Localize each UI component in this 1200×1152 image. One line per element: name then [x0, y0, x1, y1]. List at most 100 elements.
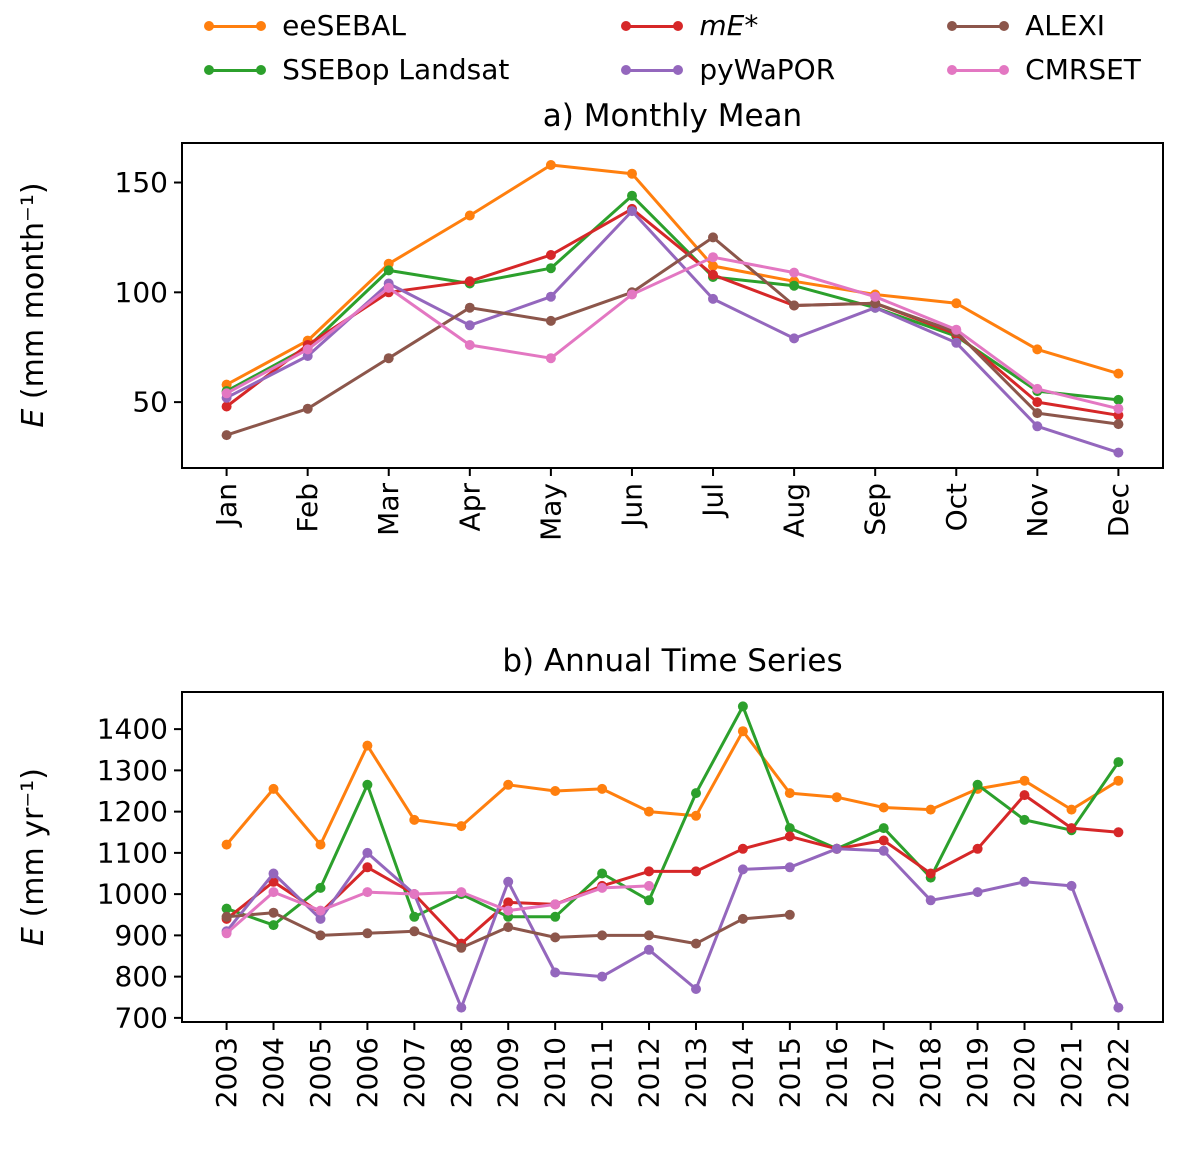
series-marker-pywapor	[545, 291, 556, 302]
series-marker-ssebop-landsat	[545, 263, 556, 274]
series-marker-alexi	[784, 909, 795, 920]
series-marker-me-	[708, 269, 718, 280]
x-tick-label: 2013	[679, 1037, 712, 1108]
series-marker-cmrset	[221, 928, 232, 939]
y-tick-label: 700	[115, 1001, 168, 1034]
series-marker-pywapor	[1032, 421, 1043, 432]
axes-frame	[181, 142, 1164, 469]
series-marker-pywapor	[315, 913, 326, 924]
series-marker-eesebal	[456, 821, 467, 832]
legend-label: CMRSET	[1025, 52, 1141, 86]
series-marker-eesebal	[925, 804, 936, 815]
series-marker-eesebal	[315, 839, 326, 850]
series-marker-eesebal	[708, 261, 718, 271]
legend-marker-dot	[256, 21, 267, 31]
series-marker-eesebal	[1113, 368, 1124, 379]
series-marker-cmrset	[789, 267, 800, 278]
series-marker-ssebop-landsat	[644, 895, 654, 906]
series-marker-ssebop-landsat	[789, 280, 800, 291]
series-marker-pywapor	[1019, 876, 1030, 887]
series-marker-eesebal	[1032, 344, 1043, 355]
series-marker-ssebop-landsat	[383, 265, 394, 276]
legend-marker-dot	[999, 21, 1010, 31]
series-marker-pywapor	[1113, 1002, 1124, 1013]
series-marker-alexi	[221, 430, 232, 441]
series-marker-alexi	[1113, 419, 1124, 430]
series-marker-eesebal	[464, 210, 475, 221]
series-line-me-	[225, 207, 1120, 417]
series-marker-alexi	[464, 302, 475, 313]
series-marker-alexi	[383, 353, 394, 364]
series-marker-alexi	[221, 911, 232, 922]
x-tick-label: 2021	[1055, 1037, 1088, 1108]
series-marker-me-	[1019, 790, 1030, 801]
series-marker-ssebop-landsat	[691, 788, 701, 799]
series-line-ssebop-landsat	[225, 704, 1120, 927]
x-tick-label: 2022	[1102, 1037, 1135, 1108]
legend-marker-dot	[621, 21, 632, 31]
series-marker-alexi	[362, 928, 373, 939]
legend-line-marker-swatch	[621, 63, 684, 77]
y-tick-label: 100	[115, 276, 168, 309]
x-tick-label: 2008	[445, 1037, 478, 1108]
y-tick-label: 1200	[97, 795, 168, 828]
series-marker-alexi	[550, 932, 561, 943]
series-marker-eesebal	[1066, 804, 1077, 815]
x-tick-label: Feb	[291, 483, 324, 533]
x-tick-label: Jan	[210, 483, 243, 528]
x-tick-label: Nov	[1021, 483, 1054, 538]
series-line-eesebal	[225, 729, 1120, 847]
series-marker-ssebop-landsat	[550, 911, 561, 922]
series-marker-cmrset	[545, 353, 556, 364]
series-marker-me-	[221, 401, 232, 412]
series-marker-cmrset	[550, 899, 561, 910]
legend-marker-dot	[256, 65, 267, 75]
series-marker-ssebop-landsat	[268, 920, 279, 931]
series-marker-alexi	[456, 942, 467, 953]
x-tick-label: 2020	[1008, 1037, 1041, 1108]
series-marker-eesebal	[1019, 775, 1030, 786]
series-marker-pywapor	[362, 847, 373, 858]
y-axis-variable: E	[16, 926, 51, 946]
series-marker-me-	[1066, 823, 1077, 834]
series-marker-eesebal	[951, 298, 962, 309]
series-marker-ssebop-landsat	[315, 882, 326, 893]
series-marker-alexi	[315, 930, 326, 941]
legend-line-marker-swatch	[947, 63, 1010, 77]
series-marker-me-	[878, 835, 889, 846]
x-tick-label: 2018	[914, 1037, 947, 1108]
series-marker-pywapor	[951, 337, 962, 348]
x-tick-label: 2009	[492, 1037, 525, 1108]
series-marker-ssebop-landsat	[221, 903, 232, 914]
series-marker-ssebop-landsat	[627, 190, 637, 201]
x-tick-label: Jun	[615, 483, 648, 529]
series-line-ssebop-landsat	[225, 194, 1120, 402]
series-marker-cmrset	[464, 340, 475, 350]
series-line-eesebal	[225, 163, 1120, 387]
legend-line-marker-swatch	[621, 19, 684, 33]
series-marker-ssebop-landsat	[409, 911, 420, 922]
x-tick-label: 2007	[398, 1037, 431, 1108]
legend-line	[948, 24, 1009, 28]
series-marker-cmrset	[315, 905, 326, 916]
series-marker-eesebal	[1113, 775, 1124, 786]
series-line-me-	[225, 793, 1120, 946]
legend-item-ssebop-landsat: SSEBop Landsat	[204, 52, 509, 88]
series-line-pywapor	[225, 209, 1120, 455]
series-marker-pywapor	[597, 971, 608, 982]
legend-line	[948, 68, 1009, 72]
series-marker-pywapor	[878, 845, 889, 856]
series-marker-cmrset	[1113, 403, 1124, 414]
x-tick-label: 2010	[539, 1037, 572, 1108]
legend-line-marker-swatch	[204, 63, 267, 77]
y-axis-variable: E	[16, 408, 51, 428]
series-marker-pywapor	[708, 293, 718, 304]
x-tick-label: May	[534, 483, 567, 541]
x-tick-label: 2014	[726, 1037, 759, 1108]
series-marker-alexi	[644, 930, 654, 941]
series-marker-pywapor	[925, 895, 936, 906]
legend-label: pyWaPOR	[699, 52, 836, 86]
legend-label: ALEXI	[1025, 8, 1106, 42]
series-marker-me-	[691, 866, 701, 877]
series-marker-cmrset	[302, 344, 313, 355]
